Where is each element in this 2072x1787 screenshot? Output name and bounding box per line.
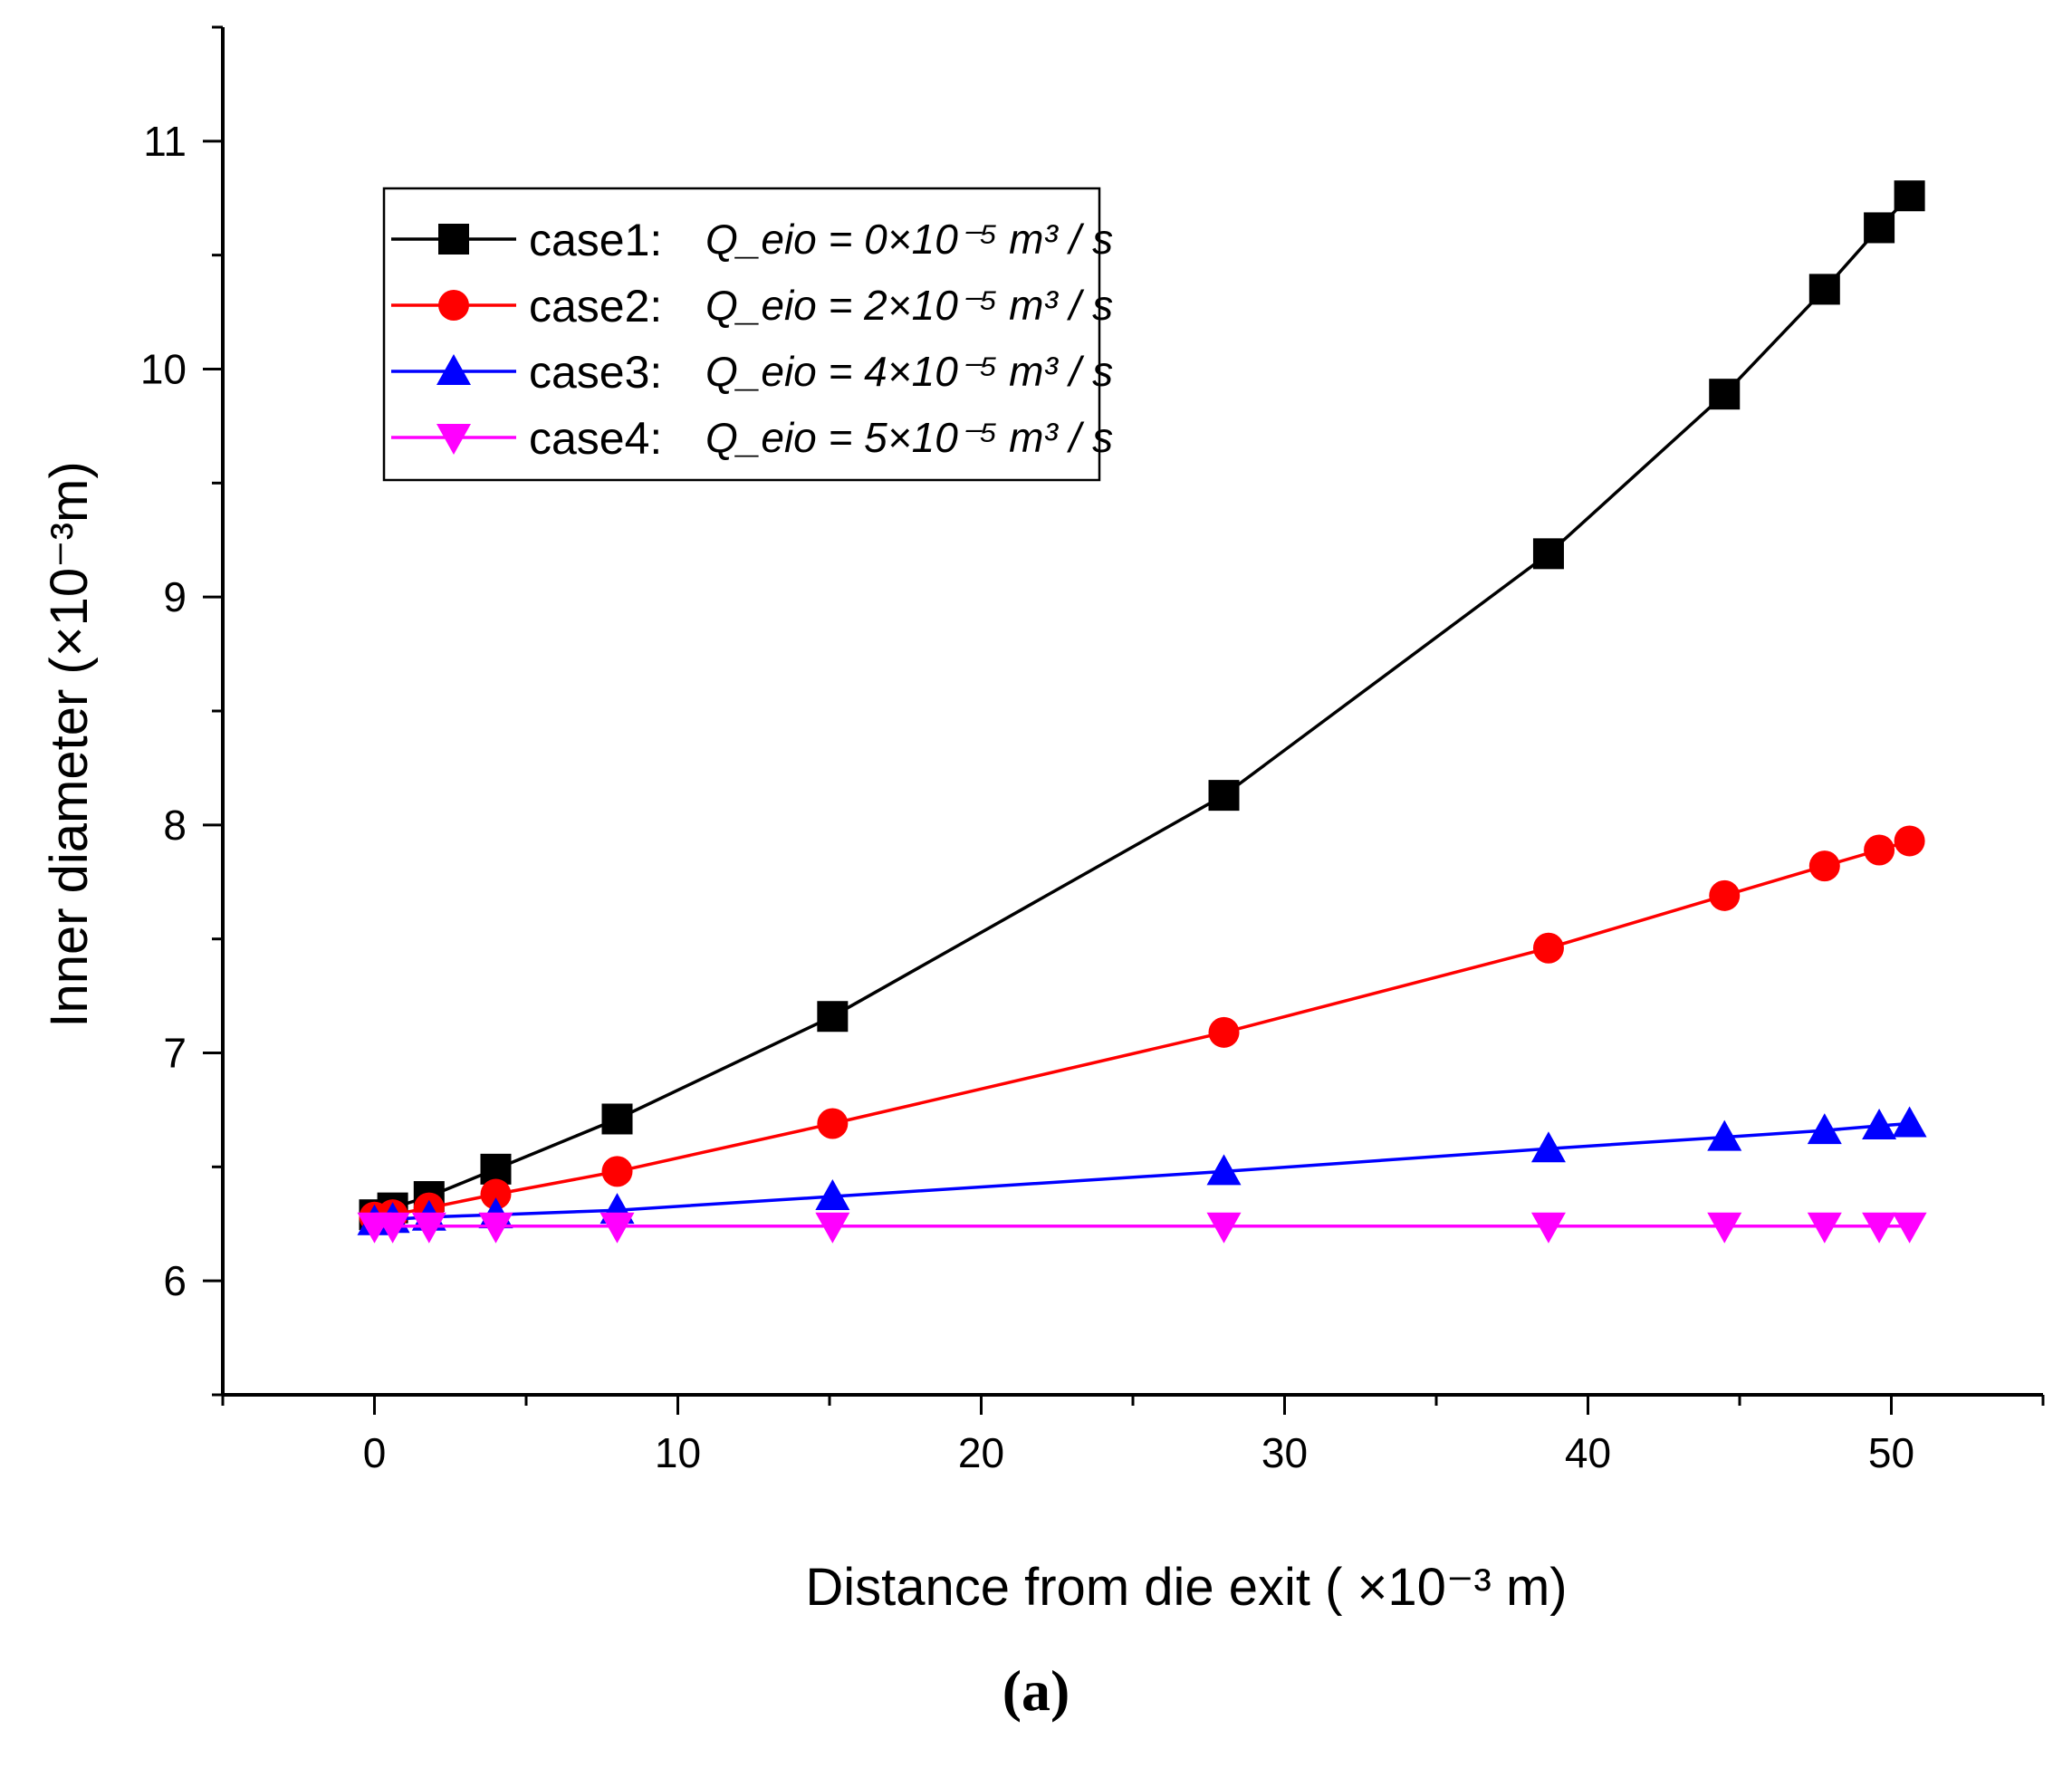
- legend-box: [382, 187, 1101, 482]
- x-tick-label: 30: [1261, 1429, 1308, 1476]
- data-point-case2: [480, 1178, 512, 1210]
- x-axis-title: Distance from die exit ( ×10⁻³ m): [805, 1558, 1567, 1617]
- data-point-case4: [375, 1212, 410, 1244]
- legend-item-case2: case2: Q_eio = 2×10⁻⁵ m³ / s: [391, 281, 1113, 331]
- legend-formula: Q_eio = 2×10⁻⁵ m³ / s: [705, 282, 1113, 329]
- legend-label: case2:: [529, 281, 662, 331]
- data-point-case3: [815, 1179, 850, 1211]
- data-point-case4: [1707, 1212, 1742, 1244]
- data-point-case4: [1892, 1212, 1927, 1244]
- legend-item-case4: case4: Q_eio = 5×10⁻⁵ m³ / s: [391, 413, 1113, 464]
- data-point-case2: [1532, 932, 1564, 964]
- y-axis-title: Inner diameter (×10⁻³m): [40, 461, 99, 1027]
- data-point-case2: [1808, 850, 1840, 882]
- data-point-case2: [817, 1108, 849, 1139]
- data-point-case4: [1206, 1212, 1242, 1244]
- data-point-case4: [478, 1212, 513, 1244]
- data-point-case3: [1707, 1119, 1742, 1151]
- data-point-case1: [1894, 180, 1925, 212]
- x-tick-label: 50: [1868, 1429, 1914, 1476]
- legend-label: case1:: [529, 215, 662, 265]
- data-point-case2: [601, 1156, 633, 1187]
- legend-formula: Q_eio = 4×10⁻⁵ m³ / s: [705, 348, 1113, 395]
- data-point-case1: [1532, 538, 1564, 570]
- y-tick-label: 9: [163, 573, 187, 620]
- data-point-case3: [1862, 1109, 1897, 1140]
- data-point-case4: [1807, 1212, 1842, 1244]
- legend-formula: Q_eio = 0×10⁻⁵ m³ / s: [705, 216, 1113, 263]
- data-point-case4: [815, 1212, 850, 1244]
- data-point-case3: [1530, 1131, 1566, 1163]
- legend-label: case4:: [529, 413, 662, 464]
- legend-marker: [436, 354, 471, 385]
- y-tick-label: 6: [163, 1257, 187, 1304]
- data-point-case1: [1864, 212, 1895, 244]
- data-point-case1: [1709, 379, 1741, 410]
- data-point-case1: [601, 1103, 633, 1135]
- data-point-case1: [817, 1001, 849, 1033]
- data-point-case2: [1864, 834, 1895, 866]
- data-point-case1: [1808, 274, 1840, 305]
- series-case4: [357, 1212, 1927, 1244]
- legend-marker: [438, 224, 469, 255]
- data-point-case1: [1208, 780, 1240, 812]
- data-point-case2: [1709, 879, 1741, 911]
- series-line-case2: [374, 839, 1911, 1219]
- y-tick-label: 8: [163, 802, 187, 849]
- series-layer: [357, 180, 1927, 1244]
- y-tick-label: 10: [140, 346, 187, 393]
- legend-item-case3: case3: Q_eio = 4×10⁻⁵ m³ / s: [391, 347, 1113, 398]
- legend: case1: Q_eio = 0×10⁻⁵ m³ / s case2: Q_eio =…: [382, 187, 1113, 482]
- legend-formula: Q_eio = 5×10⁻⁵ m³ / s: [705, 414, 1113, 461]
- y-tick-label: 11: [143, 118, 187, 165]
- data-point-case3: [1892, 1106, 1927, 1138]
- legend-marker: [438, 290, 469, 321]
- data-point-case3: [1807, 1113, 1842, 1145]
- data-point-case4: [1862, 1212, 1897, 1244]
- data-point-case4: [1530, 1212, 1566, 1244]
- data-point-case4: [411, 1212, 446, 1244]
- series-case2: [359, 825, 1925, 1233]
- y-tick-label: 7: [163, 1030, 187, 1077]
- figure-caption: (a): [1002, 1658, 1070, 1723]
- x-tick-label: 0: [363, 1429, 387, 1476]
- series-case3: [357, 1106, 1927, 1235]
- data-point-case2: [1208, 1016, 1240, 1048]
- data-point-case2: [1894, 825, 1925, 857]
- x-tick-label: 10: [655, 1429, 701, 1476]
- legend-label: case3:: [529, 347, 662, 398]
- legend-marker: [436, 424, 471, 455]
- axes: 0 10 20 30 40 50 6 7 8 9 10 11: [140, 25, 2045, 1476]
- x-tick-label: 40: [1565, 1429, 1611, 1476]
- legend-item-case1: case1: Q_eio = 0×10⁻⁵ m³ / s: [391, 215, 1113, 265]
- data-point-case4: [600, 1212, 635, 1244]
- x-tick-label: 20: [958, 1429, 1004, 1476]
- data-point-case3: [1206, 1154, 1242, 1186]
